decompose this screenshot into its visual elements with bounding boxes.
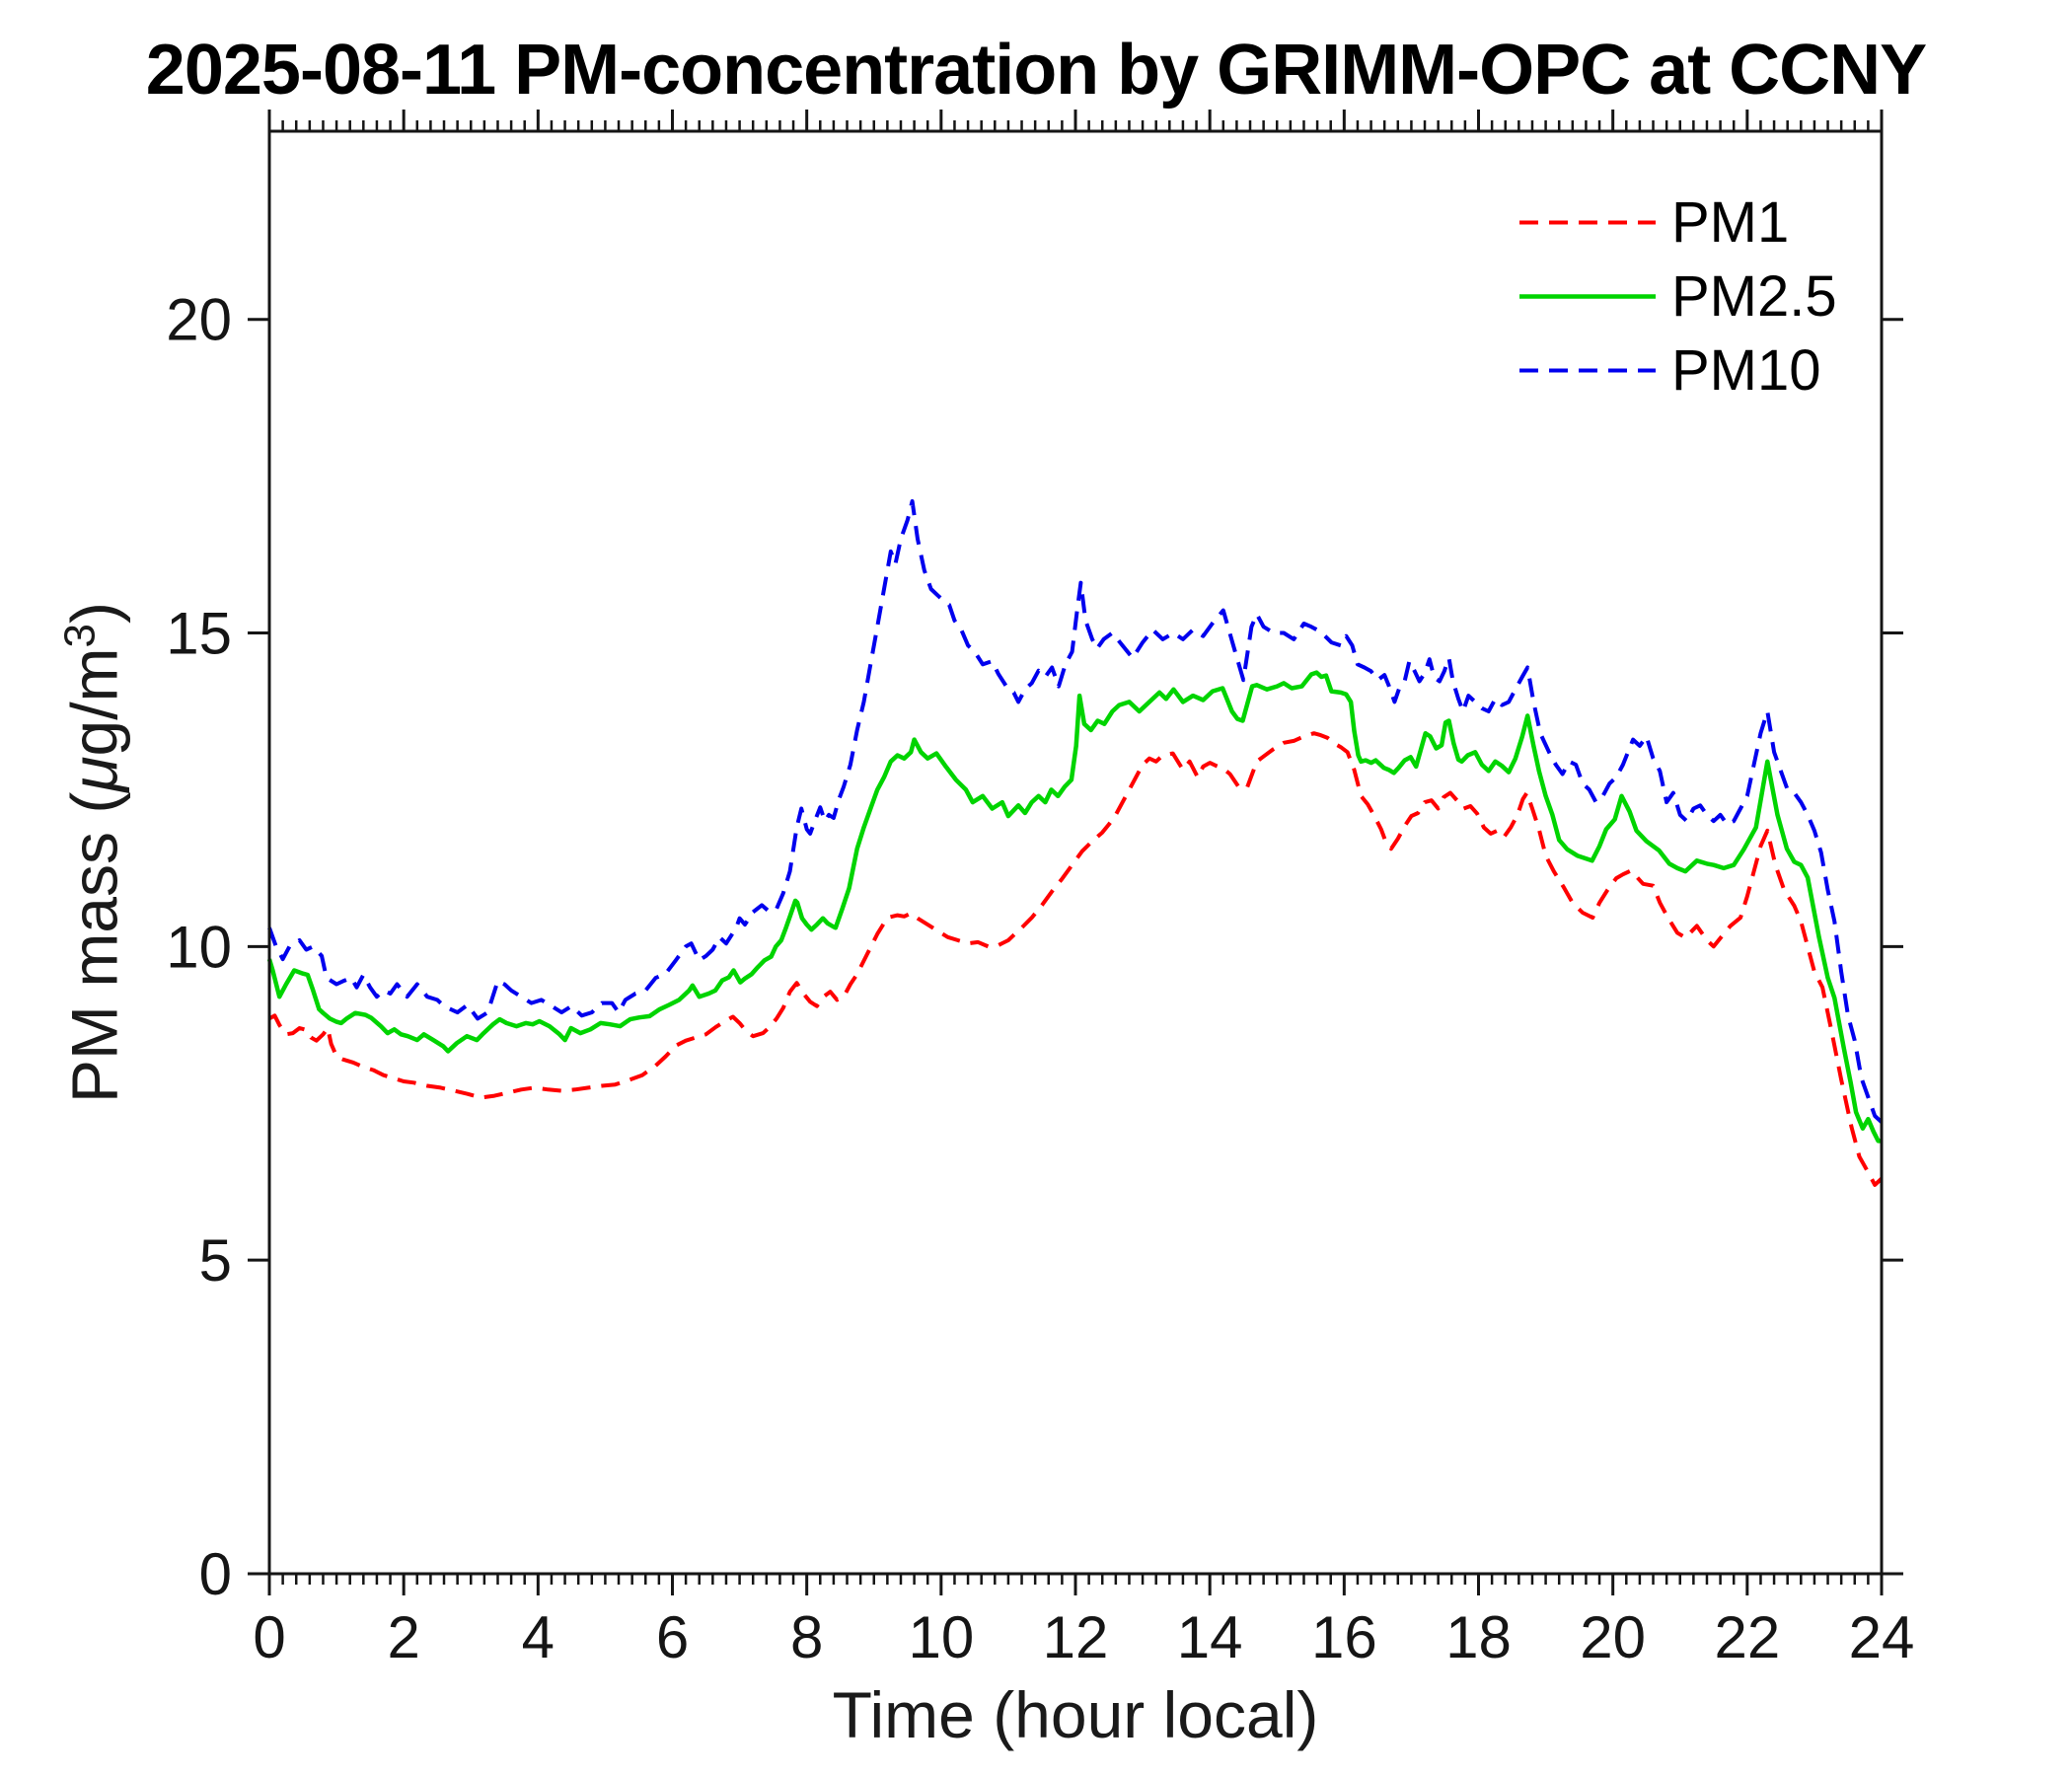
legend-row-pm25: PM2.5 [1519, 259, 1837, 333]
pm10-line-swatch [1519, 368, 1656, 373]
x-tick-label-12: 12 [1043, 1604, 1109, 1670]
chart-title: 2025-08-11 PM-concentration by GRIMM-OPC… [145, 31, 1927, 110]
series-pm25-line [266, 670, 1882, 1144]
x-tick-label-10: 10 [908, 1604, 974, 1670]
y-tick-label-10: 10 [166, 914, 232, 980]
legend-label-pm25: PM2.5 [1671, 264, 1837, 329]
x-tick-label-4: 4 [522, 1604, 555, 1670]
legend-row-pm10: PM10 [1519, 333, 1837, 407]
x-tick-label-0: 0 [253, 1604, 285, 1670]
y-tick-label-15: 15 [166, 601, 232, 667]
y-axis-label: PM mass (μg/m3) [55, 601, 131, 1104]
y-tick-label-5: 5 [199, 1227, 232, 1294]
legend: PM1 PM2.5 PM10 [1519, 185, 1837, 407]
x-tick-label-24: 24 [1849, 1604, 1915, 1670]
legend-label-pm10: PM10 [1671, 338, 1821, 403]
superscript-3: 3 [55, 623, 105, 648]
x-axis-label: Time (hour local) [832, 1678, 1319, 1751]
x-tick-label-2: 2 [387, 1604, 419, 1670]
series-pm1-line [268, 731, 1884, 1187]
x-tick-label-20: 20 [1580, 1604, 1646, 1670]
pm1-line-swatch [1519, 220, 1656, 225]
y-tick-label-0: 0 [199, 1541, 232, 1607]
x-tick-label-14: 14 [1177, 1604, 1243, 1670]
legend-label-pm1: PM1 [1671, 190, 1790, 255]
legend-row-pm1: PM1 [1519, 185, 1837, 259]
mu-symbol: μ [57, 756, 131, 792]
series-pm10-line [267, 499, 1884, 1124]
x-tick-label-16: 16 [1311, 1604, 1377, 1670]
pm25-line-swatch [1519, 294, 1656, 299]
y-tick-label-20: 20 [166, 287, 232, 353]
x-tick-label-6: 6 [656, 1604, 689, 1670]
x-tick-label-8: 8 [790, 1604, 823, 1670]
x-tick-label-22: 22 [1714, 1604, 1780, 1670]
x-tick-label-18: 18 [1445, 1604, 1512, 1670]
